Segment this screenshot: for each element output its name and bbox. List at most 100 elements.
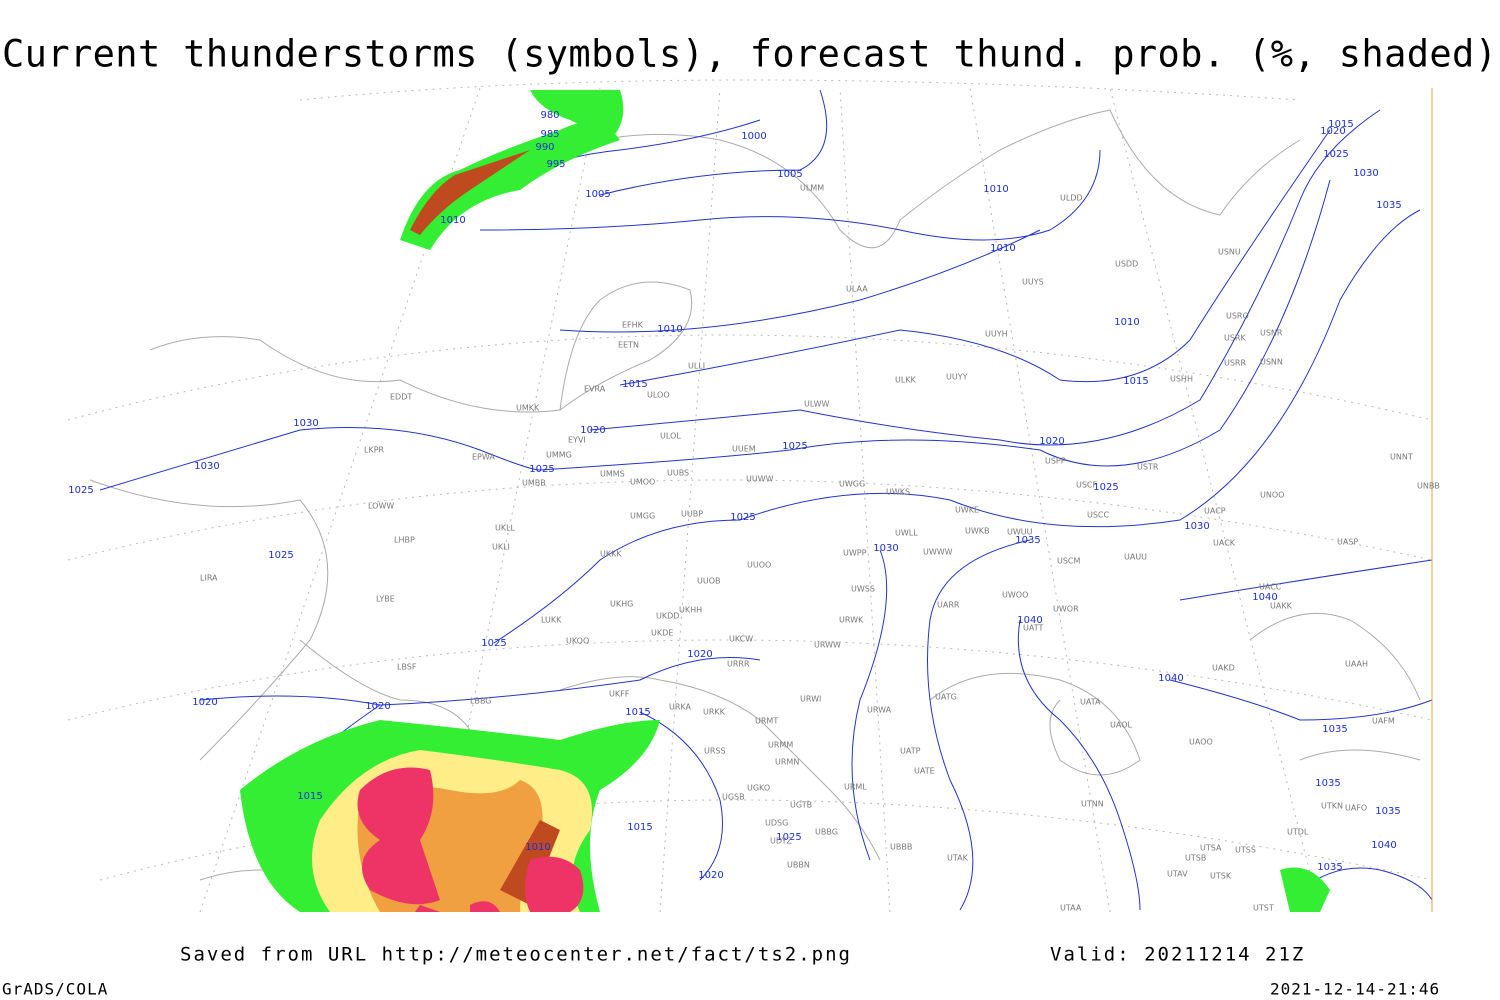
station-code: USNN xyxy=(1260,358,1283,367)
station-code: URWI xyxy=(800,695,821,704)
station-code: UUYY xyxy=(946,373,968,382)
isobar-label: 1035 xyxy=(1375,806,1400,817)
station-code: LBBG xyxy=(470,697,492,706)
station-code: ULAA xyxy=(846,285,868,294)
station-code: UUYH xyxy=(985,330,1008,339)
isobar-label: 1020 xyxy=(1320,126,1345,137)
station-code: EDDT xyxy=(390,393,412,402)
station-code: ULOO xyxy=(647,391,670,400)
station-code: UARR xyxy=(937,601,960,610)
station-code: LUKK xyxy=(541,616,562,625)
station-code: UWKB xyxy=(965,527,990,536)
station-code: USDD xyxy=(1115,260,1138,269)
isobar-label: 1040 xyxy=(1158,673,1183,684)
isobar-label: 995 xyxy=(546,159,565,170)
station-code: UWWW xyxy=(923,548,953,557)
station-code: LHBP xyxy=(394,536,415,545)
isobar-label: 1030 xyxy=(873,543,898,554)
station-code: UAOO xyxy=(1189,738,1213,747)
isobar-label: 1020 xyxy=(192,697,217,708)
station-code: USCM xyxy=(1057,557,1081,566)
station-code: UATE xyxy=(914,767,935,776)
station-code: ULKK xyxy=(895,376,917,385)
station-code: UKDD xyxy=(656,612,679,621)
station-code: UWOO xyxy=(1002,591,1028,600)
station-code: URWW xyxy=(814,641,841,650)
station-code: USPP xyxy=(1045,457,1066,466)
station-code: USCC xyxy=(1087,511,1110,520)
station-code: UKLL xyxy=(495,524,516,533)
station-code: UAUU xyxy=(1124,553,1147,562)
isobar-label: 1005 xyxy=(777,169,802,180)
station-code: ULOL xyxy=(660,432,681,441)
isobar-label: 1030 xyxy=(1353,168,1378,179)
station-code: UBBN xyxy=(787,861,810,870)
station-code: UBBG xyxy=(815,828,838,837)
station-code: UUBS xyxy=(667,469,689,478)
isobar-label: 1015 xyxy=(1328,119,1353,130)
station-code: UWUU xyxy=(1007,528,1033,537)
isobar-label: 1035 xyxy=(1317,862,1342,873)
isobar-label: 1035 xyxy=(1015,535,1040,546)
station-code: USTR xyxy=(1137,463,1159,472)
station-code: URRR xyxy=(727,660,750,669)
isobar-label: 1030 xyxy=(1184,521,1209,532)
isobar-label: 1035 xyxy=(1315,778,1340,789)
isobar-label: 1015 xyxy=(622,379,647,390)
isobar-label: 1025 xyxy=(782,441,807,452)
station-code: UKHH xyxy=(679,606,702,615)
station-code: UDYZ xyxy=(770,837,792,846)
station-code: UASP xyxy=(1337,538,1358,547)
station-code: URKK xyxy=(703,708,726,717)
station-code: UTAA xyxy=(1060,904,1082,913)
isobar-label: 1020 xyxy=(1039,436,1064,447)
station-code: UMGG xyxy=(630,512,655,521)
station-code: UNNT xyxy=(1390,453,1413,462)
station-code: UAKK xyxy=(1270,602,1293,611)
isobar-label: 1020 xyxy=(687,649,712,660)
station-code: ULDD xyxy=(1060,194,1083,203)
station-code: UKDE xyxy=(651,629,673,638)
isobar-label: 1040 xyxy=(1371,840,1396,851)
isobar-label: 1010 xyxy=(990,243,1015,254)
station-code: UACC xyxy=(1259,583,1282,592)
station-code: UAFO xyxy=(1345,804,1367,813)
station-code: UTKN xyxy=(1321,802,1343,811)
station-code: UMBB xyxy=(522,479,546,488)
station-code: UATA xyxy=(1080,698,1101,707)
station-code: UKKK xyxy=(600,550,622,559)
isobar-label: 1000 xyxy=(741,131,766,142)
station-code: UWKE xyxy=(955,506,979,515)
isobar-label: 1025 xyxy=(529,464,554,475)
software-credit: GrADS/COLA xyxy=(2,980,108,999)
station-code: EFHK xyxy=(622,321,644,330)
station-code: UAOL xyxy=(1110,721,1132,730)
station-code: URMN xyxy=(775,758,799,767)
station-code: UUYS xyxy=(1022,278,1044,287)
isobar-label: 1005 xyxy=(585,189,610,200)
station-code: UMKK xyxy=(516,404,540,413)
station-code: URWK xyxy=(839,616,864,625)
station-code: UKOO xyxy=(566,637,589,646)
isobar-label: 985 xyxy=(540,129,559,140)
station-code: UNOO xyxy=(1260,491,1284,500)
station-code: URML xyxy=(844,783,867,792)
isobar-label: 1025 xyxy=(481,638,506,649)
station-code: USNR xyxy=(1260,329,1283,338)
isobar-label: 1035 xyxy=(1376,200,1401,211)
station-code: UAAH xyxy=(1345,660,1368,669)
station-code: UGTB xyxy=(790,801,812,810)
isobar-label: 1010 xyxy=(440,215,465,226)
station-code: LBSF xyxy=(397,663,417,672)
station-code: UUWW xyxy=(746,475,774,484)
station-code: UTSS xyxy=(1235,846,1256,855)
isobar-label: 1010 xyxy=(657,324,682,335)
station-code: UAFM xyxy=(1372,717,1395,726)
station-code: URKA xyxy=(669,703,692,712)
station-code: UUOO xyxy=(747,561,771,570)
isobar-label: 1020 xyxy=(698,870,723,881)
station-code: UWOR xyxy=(1053,605,1079,614)
station-code: UNBB xyxy=(1417,482,1440,491)
station-code: EPWA xyxy=(472,453,495,462)
